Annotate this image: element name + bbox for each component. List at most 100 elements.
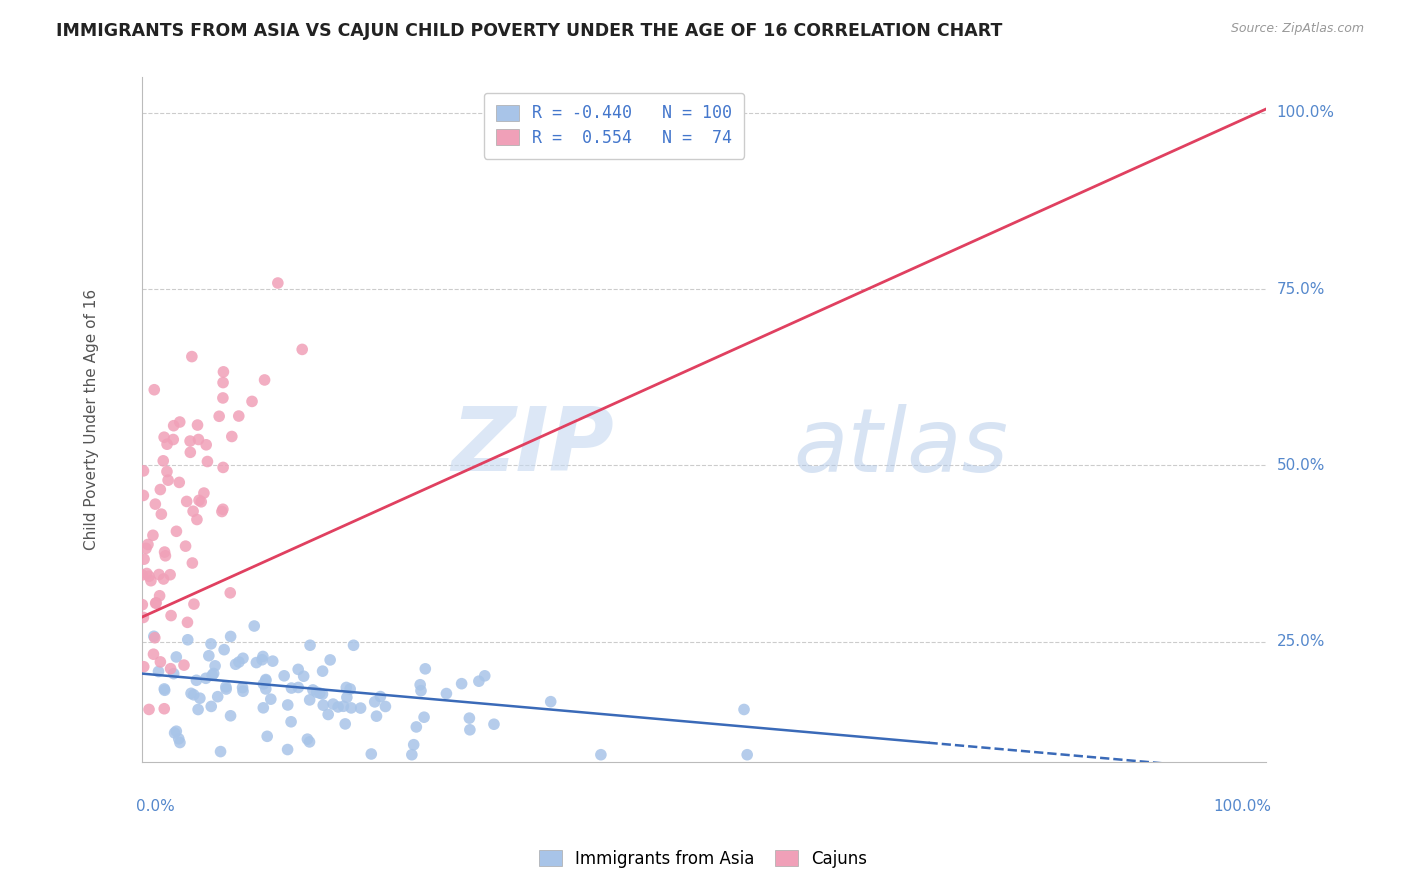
Point bbox=[187, 702, 209, 716]
Point bbox=[174, 539, 197, 553]
Point bbox=[132, 610, 155, 624]
Point bbox=[181, 504, 204, 518]
Point bbox=[212, 391, 235, 405]
Point bbox=[173, 658, 195, 673]
Point bbox=[335, 681, 357, 695]
Point bbox=[319, 653, 342, 667]
Point bbox=[212, 642, 235, 657]
Point bbox=[297, 732, 319, 747]
Point bbox=[212, 460, 235, 475]
Point bbox=[733, 702, 755, 716]
Point bbox=[366, 709, 388, 723]
Point bbox=[311, 664, 333, 678]
Point bbox=[165, 724, 187, 739]
Point bbox=[254, 673, 277, 688]
Point bbox=[200, 699, 222, 714]
Point bbox=[142, 528, 165, 542]
Point bbox=[195, 438, 218, 452]
Point bbox=[287, 681, 309, 695]
Point bbox=[163, 418, 186, 433]
Point bbox=[149, 589, 172, 603]
Point bbox=[336, 690, 359, 705]
Point bbox=[409, 683, 432, 698]
Point bbox=[149, 483, 172, 497]
Point bbox=[243, 619, 266, 633]
Point bbox=[155, 549, 177, 563]
Point bbox=[202, 666, 225, 681]
Point bbox=[254, 673, 277, 687]
Point bbox=[150, 507, 173, 521]
Point bbox=[212, 502, 235, 516]
Point bbox=[152, 572, 174, 586]
Point bbox=[153, 681, 176, 696]
Point bbox=[252, 649, 274, 664]
Point bbox=[316, 707, 339, 722]
Point bbox=[228, 655, 250, 669]
Point bbox=[138, 569, 160, 583]
Point bbox=[188, 691, 211, 706]
Point bbox=[298, 735, 321, 749]
Point bbox=[340, 701, 363, 715]
Point bbox=[219, 586, 242, 600]
Point bbox=[305, 685, 328, 699]
Point bbox=[262, 654, 284, 668]
Point bbox=[250, 653, 273, 667]
Point bbox=[413, 710, 436, 724]
Point bbox=[136, 537, 159, 551]
Point bbox=[193, 486, 215, 500]
Point bbox=[181, 556, 204, 570]
Text: 75.0%: 75.0% bbox=[1277, 282, 1324, 297]
Point bbox=[165, 524, 187, 539]
Point bbox=[335, 717, 357, 731]
Point bbox=[312, 698, 335, 713]
Point bbox=[169, 415, 191, 429]
Point bbox=[277, 742, 299, 756]
Point bbox=[153, 545, 176, 559]
Text: atlas: atlas bbox=[793, 404, 1008, 490]
Point bbox=[201, 668, 224, 682]
Text: ZIP: ZIP bbox=[451, 403, 614, 491]
Text: 100.0%: 100.0% bbox=[1213, 799, 1271, 814]
Point bbox=[370, 690, 392, 704]
Point bbox=[474, 669, 496, 683]
Point bbox=[132, 488, 155, 502]
Point bbox=[142, 629, 165, 643]
Point bbox=[287, 662, 309, 676]
Point bbox=[228, 409, 250, 423]
Point bbox=[163, 726, 186, 740]
Point bbox=[207, 690, 229, 704]
Text: IMMIGRANTS FROM ASIA VS CAJUN CHILD POVERTY UNDER THE AGE OF 16 CORRELATION CHAR: IMMIGRANTS FROM ASIA VS CAJUN CHILD POVE… bbox=[56, 22, 1002, 40]
Point bbox=[132, 659, 155, 673]
Point bbox=[162, 433, 184, 447]
Point bbox=[219, 630, 242, 644]
Point bbox=[135, 541, 157, 556]
Point bbox=[194, 671, 217, 685]
Point bbox=[322, 697, 344, 711]
Point bbox=[273, 669, 295, 683]
Point bbox=[215, 680, 238, 694]
Point bbox=[540, 695, 562, 709]
Text: Child Poverty Under the Age of 16: Child Poverty Under the Age of 16 bbox=[84, 289, 98, 550]
Point bbox=[252, 701, 274, 715]
Point bbox=[299, 638, 322, 652]
Point bbox=[186, 418, 208, 433]
Point bbox=[215, 681, 238, 696]
Point bbox=[143, 631, 166, 645]
Point bbox=[302, 682, 325, 697]
Point bbox=[253, 373, 276, 387]
Point bbox=[160, 608, 183, 623]
Point bbox=[198, 648, 221, 663]
Text: 100.0%: 100.0% bbox=[1277, 105, 1334, 120]
Point bbox=[179, 445, 201, 459]
Legend: Immigrants from Asia, Cajuns: Immigrants from Asia, Cajuns bbox=[531, 844, 875, 875]
Point bbox=[245, 656, 267, 670]
Point bbox=[342, 638, 364, 652]
Point bbox=[212, 376, 235, 390]
Point bbox=[589, 747, 612, 762]
Point bbox=[308, 686, 330, 700]
Point bbox=[219, 708, 242, 723]
Point bbox=[142, 647, 165, 661]
Text: 0.0%: 0.0% bbox=[136, 799, 174, 814]
Point bbox=[139, 574, 162, 588]
Point bbox=[232, 681, 254, 695]
